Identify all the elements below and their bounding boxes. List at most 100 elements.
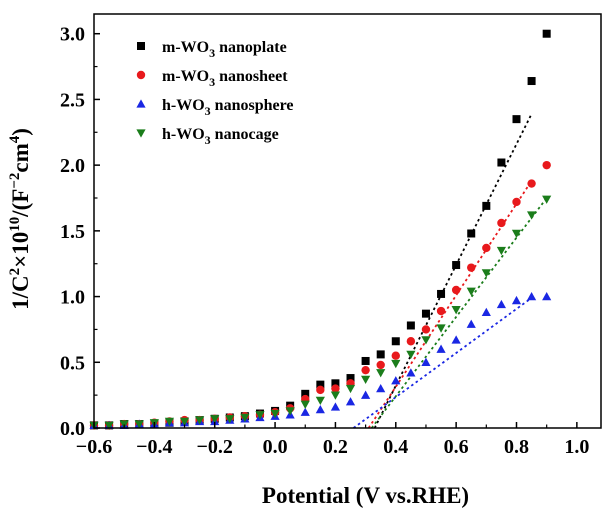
data-point bbox=[330, 391, 341, 400]
data-point bbox=[437, 289, 446, 298]
legend-label-0: m-WO3 nanoplate bbox=[162, 39, 287, 60]
data-point bbox=[345, 384, 356, 394]
data-point bbox=[270, 409, 280, 419]
data-point bbox=[315, 405, 325, 414]
legend-label-1: m-WO3 nanosheet bbox=[162, 68, 288, 89]
data-point bbox=[526, 291, 537, 301]
y-axis-title-part: −2 bbox=[7, 173, 23, 189]
x-tick-label: −0.2 bbox=[197, 436, 233, 458]
y-axis-title-part: ×10 bbox=[8, 232, 33, 268]
data-point bbox=[466, 319, 476, 328]
data-point bbox=[421, 336, 431, 345]
data-point bbox=[210, 415, 220, 424]
data-point bbox=[421, 357, 431, 366]
y-tick-label: 2.5 bbox=[60, 89, 85, 111]
data-point bbox=[467, 229, 476, 238]
data-point bbox=[526, 211, 537, 220]
data-point bbox=[300, 407, 310, 416]
data-point bbox=[391, 337, 400, 346]
data-point bbox=[451, 285, 461, 295]
data-point bbox=[421, 309, 430, 318]
legend-marker-1 bbox=[136, 70, 146, 80]
data-point bbox=[285, 407, 295, 416]
data-point bbox=[542, 195, 552, 204]
data-point bbox=[376, 360, 385, 370]
x-tick-label: 0.2 bbox=[323, 436, 348, 458]
data-point bbox=[511, 229, 522, 239]
data-point bbox=[179, 417, 190, 427]
data-point bbox=[376, 383, 386, 393]
y-axis-title-part: 2 bbox=[7, 268, 23, 276]
y-tick-label: 0.0 bbox=[60, 418, 85, 440]
data-point bbox=[542, 29, 551, 38]
data-point bbox=[391, 376, 401, 385]
data-point bbox=[406, 368, 416, 377]
data-point bbox=[512, 115, 521, 124]
data-point bbox=[496, 299, 507, 309]
legend-label-part: nanocage bbox=[211, 126, 279, 143]
y-axis-title: 1/C2×1010/(F−2cm4) bbox=[7, 128, 33, 310]
legend-label-part: nanoplate bbox=[215, 39, 287, 56]
data-points bbox=[89, 29, 552, 430]
data-point bbox=[527, 77, 536, 86]
y-tick-label: 1.5 bbox=[60, 221, 85, 243]
fit-line-2 bbox=[353, 297, 533, 429]
data-point bbox=[346, 374, 355, 383]
legend-label-part: m-WO bbox=[162, 39, 209, 56]
data-point bbox=[452, 261, 461, 270]
data-point bbox=[467, 263, 476, 272]
legend-marker-3 bbox=[136, 129, 146, 138]
y-axis-title-part: ) bbox=[8, 128, 33, 136]
legend-label-part: m-WO bbox=[162, 68, 209, 85]
data-point bbox=[497, 218, 506, 228]
legend-label-3: h-WO3 nanocage bbox=[162, 126, 279, 147]
fit-lines bbox=[353, 113, 548, 429]
data-point bbox=[496, 246, 507, 256]
data-point bbox=[542, 291, 552, 301]
data-point bbox=[527, 179, 536, 188]
data-point bbox=[315, 396, 325, 405]
data-point bbox=[331, 379, 340, 388]
legend-label-part: nanosheet bbox=[215, 68, 288, 85]
y-tick-label: 1.0 bbox=[60, 287, 85, 309]
data-point bbox=[330, 402, 341, 411]
y-tick-label: 2.0 bbox=[60, 155, 85, 177]
y-tick-label: 3.0 bbox=[60, 24, 85, 46]
data-point bbox=[316, 380, 325, 389]
data-point bbox=[511, 295, 522, 305]
data-point bbox=[482, 201, 491, 210]
x-tick-label: −0.4 bbox=[136, 436, 172, 458]
data-point bbox=[134, 420, 144, 429]
legend-label-part: h-WO bbox=[162, 97, 205, 114]
data-point bbox=[225, 415, 235, 424]
x-axis-title: Potential (V vs.RHE) bbox=[262, 483, 469, 508]
data-point bbox=[451, 335, 461, 344]
data-point bbox=[391, 351, 400, 360]
series-0 bbox=[90, 29, 551, 430]
data-point bbox=[391, 359, 401, 369]
data-point bbox=[481, 307, 491, 317]
data-point bbox=[406, 321, 415, 330]
y-axis-title-part: cm bbox=[8, 143, 33, 172]
data-point bbox=[361, 390, 371, 399]
data-point bbox=[482, 243, 491, 253]
legend-label-2: h-WO3 nanosphere bbox=[162, 97, 294, 118]
legend-label-part: h-WO bbox=[162, 126, 205, 143]
data-point bbox=[195, 416, 205, 425]
data-point bbox=[345, 397, 356, 406]
series-2 bbox=[89, 291, 552, 430]
x-tick-label: 0.6 bbox=[444, 436, 469, 458]
data-point bbox=[301, 389, 310, 398]
data-point bbox=[164, 417, 175, 427]
fit-line-0 bbox=[373, 113, 533, 429]
data-point bbox=[436, 306, 446, 316]
data-point bbox=[481, 269, 491, 278]
legend-label-part: nanosphere bbox=[211, 97, 294, 114]
y-axis-title-part: /(F bbox=[8, 189, 33, 218]
series-1 bbox=[89, 160, 551, 430]
data-point bbox=[497, 158, 506, 167]
data-point bbox=[361, 375, 371, 384]
data-point bbox=[436, 324, 446, 333]
legend-label-part: 3 bbox=[205, 133, 211, 147]
